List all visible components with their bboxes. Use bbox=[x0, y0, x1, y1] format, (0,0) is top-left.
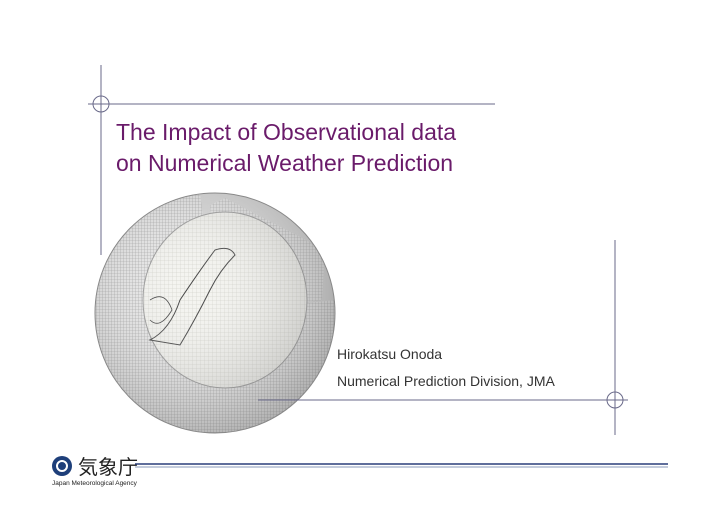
title-line: The Impact of Observational data bbox=[116, 119, 456, 145]
logo: 気象庁 Japan Meteorological Agency bbox=[52, 456, 138, 487]
affiliation: Numerical Prediction Division, JMA bbox=[337, 373, 556, 389]
guide-circle bbox=[92, 95, 110, 113]
title-line: on Numerical Weather Prediction bbox=[116, 150, 453, 176]
guide-circle bbox=[606, 391, 624, 409]
author: Hirokatsu Onoda bbox=[337, 346, 442, 362]
globe-image bbox=[94, 192, 336, 434]
logo-english: Japan Meteorological Agency bbox=[52, 480, 138, 487]
logo-name: 気象庁 bbox=[78, 456, 138, 479]
